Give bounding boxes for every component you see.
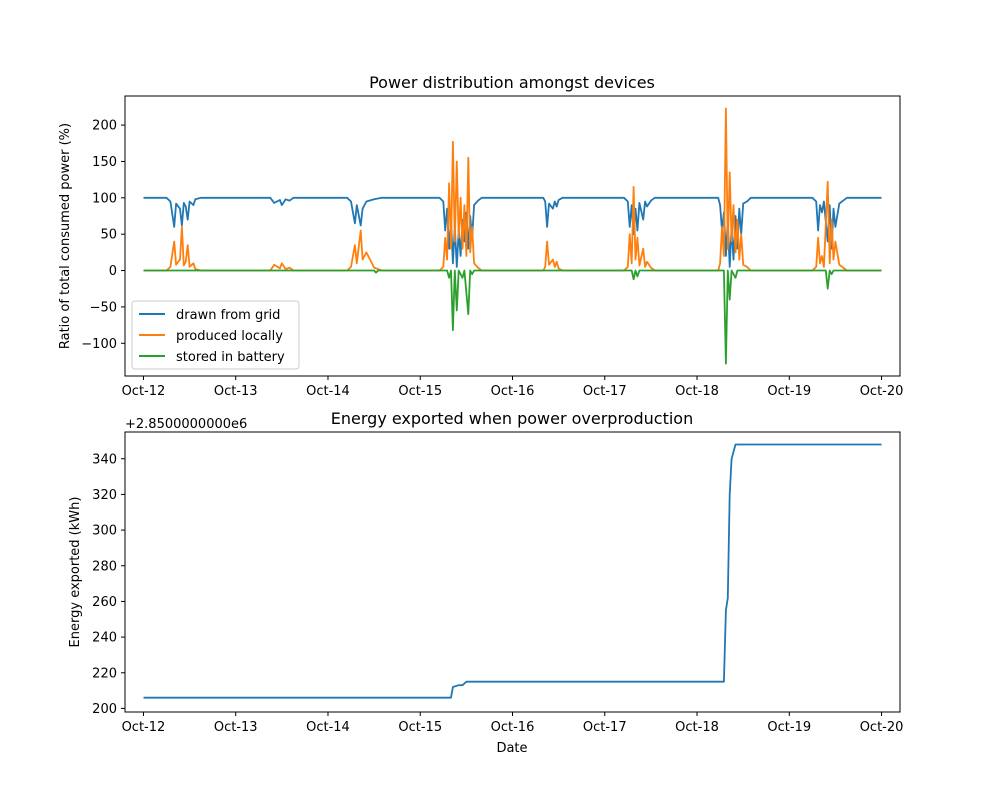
power-distribution-chart: Power distribution amongst devices Ratio…: [58, 73, 903, 399]
x-tick-label: Oct-14: [306, 384, 350, 399]
y-tick-label: 100: [92, 191, 117, 206]
y-tick-label: 200: [92, 702, 117, 717]
x-tick-label: Oct-18: [675, 384, 719, 399]
y-tick-label: 200: [92, 119, 117, 134]
y-tick-label: 240: [92, 631, 117, 646]
x-tick-label: Oct-16: [491, 384, 535, 399]
y-tick-label: 220: [92, 666, 117, 681]
legend: drawn from grid produced locally stored …: [131, 300, 300, 370]
chart-title: Power distribution amongst devices: [369, 73, 655, 92]
y-tick-label: 320: [92, 488, 117, 503]
y-tick-label: 50: [100, 228, 117, 243]
x-axis-label: Date: [496, 741, 527, 756]
x-tick-label: Oct-13: [214, 720, 258, 735]
series-layer: [143, 443, 882, 699]
y-offset-label: +2.8500000000e6: [125, 417, 247, 432]
x-tick-label: Oct-16: [491, 720, 535, 735]
series-line-2: [143, 269, 882, 365]
legend-label-local: produced locally: [176, 329, 283, 344]
x-tick-label: Oct-15: [398, 384, 442, 399]
plot-frame: [124, 95, 901, 377]
x-tick-label: Oct-12: [122, 720, 166, 735]
series-line-0: [143, 443, 882, 699]
x-tick-label: Oct-19: [767, 720, 811, 735]
x-tick-label: Oct-20: [860, 720, 904, 735]
y-tick-label: −100: [81, 337, 117, 352]
legend-label-battery: stored in battery: [176, 350, 285, 365]
legend-box: [131, 300, 300, 370]
y-tick-label: 150: [92, 155, 117, 170]
y-tick-label: 280: [92, 559, 117, 574]
y-tick-label: 0: [109, 264, 117, 279]
x-tick-label: Oct-19: [767, 384, 811, 399]
legend-label-grid: drawn from grid: [176, 308, 280, 323]
x-tick-label: Oct-17: [583, 384, 627, 399]
x-tick-label: Oct-17: [583, 720, 627, 735]
x-tick-label: Oct-14: [306, 720, 350, 735]
tick-layer: Oct-12 Oct-13 Oct-14 Oct-15 Oct-16 Oct-17 Oct-…: [81, 119, 903, 399]
series-layer: [143, 107, 882, 365]
y-axis-label: Ratio of total consumed power (%): [58, 123, 73, 349]
energy-exported-chart: Energy exported when power overproductio…: [68, 409, 903, 756]
y-tick-label: 340: [92, 452, 117, 467]
chart-title: Energy exported when power overproductio…: [331, 409, 693, 428]
y-axis-label: Energy exported (kWh): [68, 497, 83, 648]
series-line-0: [143, 196, 882, 268]
plot-frame: [124, 431, 901, 713]
x-tick-label: Oct-13: [214, 384, 258, 399]
tick-layer: Oct-12 Oct-13 Oct-14 Oct-15 Oct-16 Oct-17 Oct-…: [92, 452, 903, 735]
series-line-1: [143, 107, 882, 272]
y-tick-label: 300: [92, 524, 117, 539]
x-tick-label: Oct-12: [122, 384, 166, 399]
y-tick-label: 260: [92, 595, 117, 610]
x-tick-label: Oct-18: [675, 720, 719, 735]
y-tick-label: −50: [90, 300, 117, 315]
x-tick-label: Oct-20: [860, 384, 904, 399]
x-tick-label: Oct-15: [398, 720, 442, 735]
